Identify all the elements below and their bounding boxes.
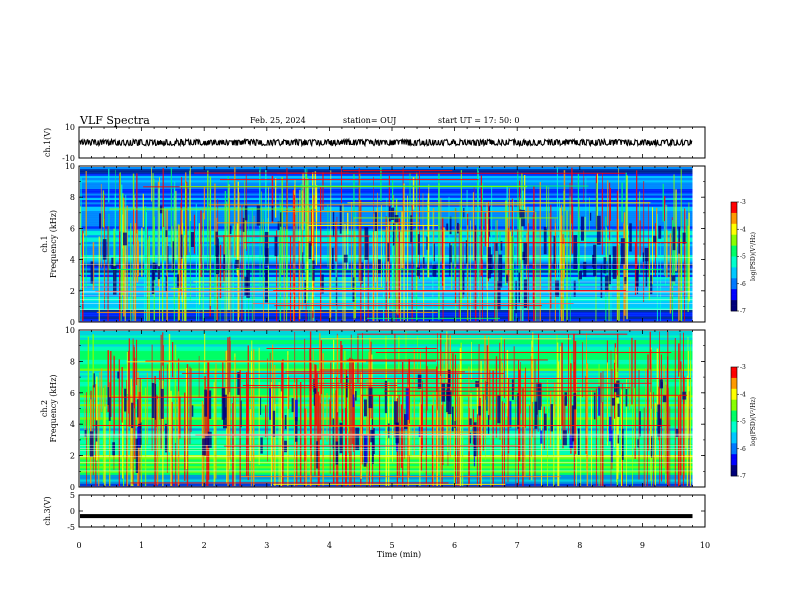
colorbar-tick-label: -6: [740, 281, 746, 288]
y-tick-label: -5: [67, 523, 75, 532]
y-axis-title: Frequency (kHz): [49, 210, 58, 278]
y-tick-label: 0: [70, 318, 75, 327]
y-tick-label: 10: [65, 123, 75, 132]
y-axis-title: ch.1: [40, 235, 49, 252]
colorbar-2: -3 -4 -5 -6 -7 log(PSD)(V²/Hz): [730, 364, 757, 480]
panel-frame-4: [78, 494, 706, 528]
colorbar-tick-label: -5: [740, 419, 746, 426]
x-tick-label: 10: [700, 541, 710, 550]
y-tick-label: 4: [70, 256, 75, 265]
y-tick-label: 8: [70, 357, 75, 366]
date-label: Feb. 25, 2024: [250, 116, 306, 125]
y-tick-label: 6: [70, 224, 75, 233]
y-axis-title: ch.3(V): [43, 496, 52, 525]
colorbar-tick-label: -5: [740, 254, 746, 261]
y-tick-label: -10: [62, 154, 75, 163]
start-time-label: start UT = 17: 50: 0: [438, 116, 519, 125]
colorbar-tick-label: -7: [740, 308, 746, 315]
ch1-waveform-trace: [79, 137, 693, 148]
x-tick-label: 9: [640, 541, 645, 550]
x-tick-label: 8: [577, 541, 582, 550]
ch2-spectrogram-image: [80, 331, 693, 487]
station-label: station= OUJ: [343, 116, 396, 125]
colorbar-tick-label: -6: [740, 446, 746, 453]
figure-title: VLF Spectra: [79, 114, 150, 127]
x-tick-label: 6: [452, 541, 457, 550]
colorbar-tick-label: -4: [740, 226, 746, 233]
x-tick-label: 5: [389, 541, 394, 550]
colorbar-tick-label: -7: [740, 473, 746, 480]
y-axis-title: ch.2: [40, 400, 49, 417]
x-tick-label: 0: [76, 541, 81, 550]
plot-panels: -3 -4 -5 -6 -7 log(PSD)(V²/Hz) -3 -4 -5 -6 -7 log(P…: [79, 137, 757, 519]
x-tick-label: 1: [139, 541, 144, 550]
ch1-spectrogram-image: [80, 167, 693, 322]
y-tick-label: 10: [65, 326, 75, 335]
colorbar-1: -3 -4 -5 -6 -7 log(PSD)(V²/Hz): [730, 199, 757, 315]
x-tick-label: 3: [264, 541, 269, 550]
x-axis-title: Time (min): [377, 550, 421, 559]
colorbar-label: log(PSD)(V²/Hz): [750, 232, 757, 281]
x-tick-label: 2: [202, 541, 207, 550]
y-tick-label: 10: [65, 162, 75, 171]
y-tick-label: 6: [70, 389, 75, 398]
colorbar-tick-label: -3: [740, 364, 746, 371]
y-axis-title: Frequency (kHz): [49, 374, 58, 442]
ch3-waveform-trace: [80, 514, 693, 519]
y-tick-label: 0: [70, 507, 75, 516]
y-tick-label: 0: [70, 483, 75, 492]
x-tick-label: 4: [327, 541, 332, 550]
colorbar-tick-label: -4: [740, 391, 746, 398]
y-tick-label: 4: [70, 420, 75, 429]
x-tick-label: 7: [515, 541, 520, 550]
y-axis-title: ch.1(V): [43, 128, 52, 157]
y-tick-label: 2: [70, 452, 75, 461]
axes: [78, 126, 706, 528]
y-tick-label: 5: [70, 491, 75, 500]
y-tick-label: 8: [70, 193, 75, 202]
colorbar-label: log(PSD)(V²/Hz): [750, 397, 757, 446]
colorbar-tick-label: -3: [740, 199, 746, 206]
y-tick-label: 2: [70, 287, 75, 296]
